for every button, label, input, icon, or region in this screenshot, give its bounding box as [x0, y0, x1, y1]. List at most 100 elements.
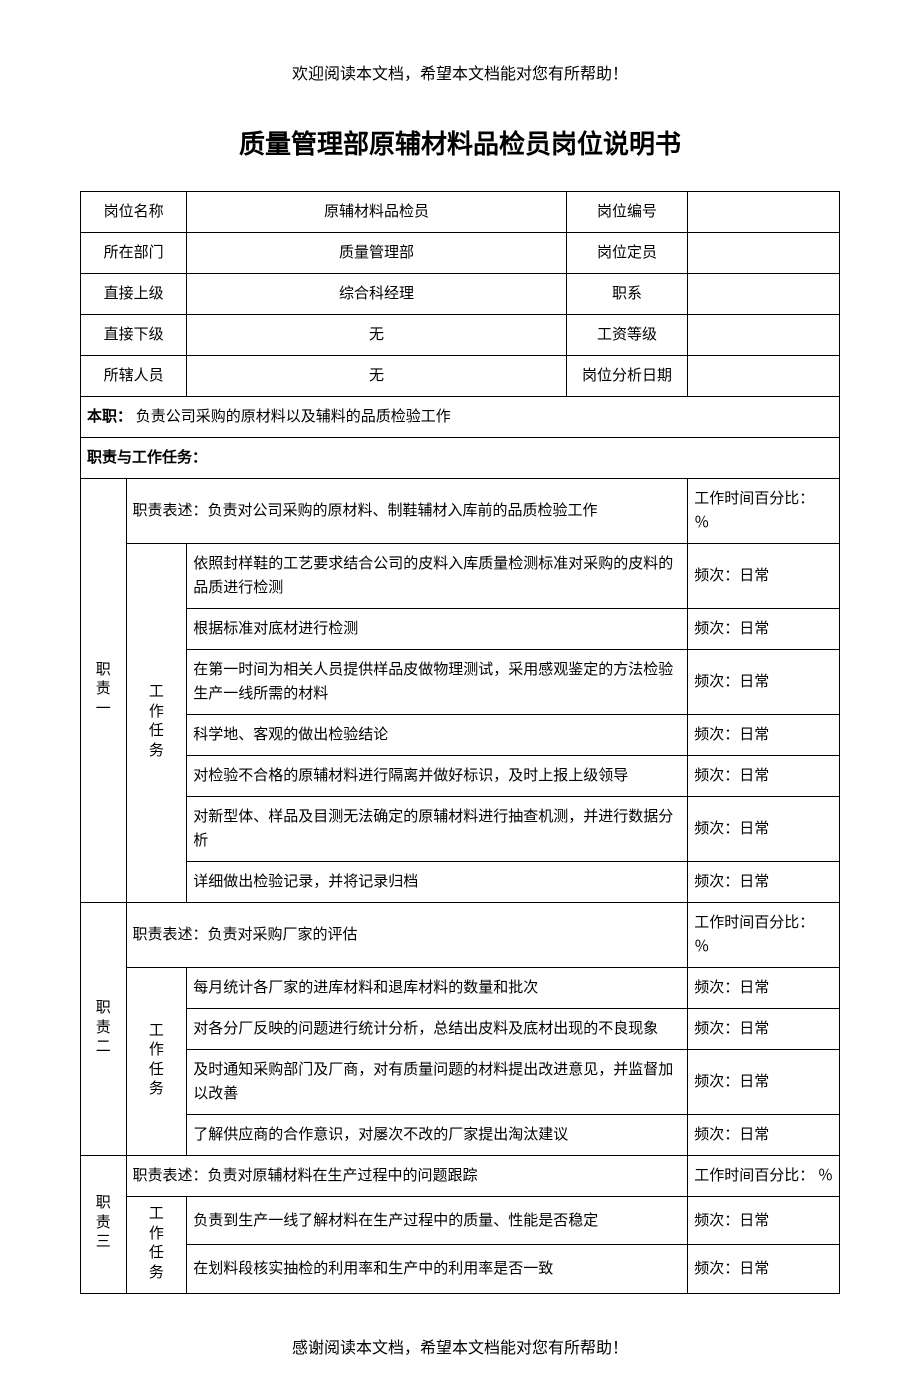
- time-pct-unit: ％: [694, 939, 709, 955]
- resp2-task-row: 工作任务 每月统计各厂家的进库材料和退库材料的数量和批次 频次：日常: [81, 968, 840, 1009]
- resp1-task-text: 科学地、客观的做出检验结论: [187, 715, 688, 756]
- header-note: 欢迎阅读本文档，希望本文档能对您有所帮助！: [80, 60, 840, 84]
- resp1-task-text: 根据标准对底材进行检测: [187, 609, 688, 650]
- resp2-task-freq: 频次：日常: [688, 968, 840, 1009]
- department-value: 质量管理部: [187, 233, 567, 274]
- resp2-task-freq: 频次：日常: [688, 1009, 840, 1050]
- resp1-task-text: 依照封样鞋的工艺要求结合公司的皮料入库质量检测标准对采购的皮料的品质进行检测: [187, 544, 688, 609]
- resp1-task-freq: 频次：日常: [688, 609, 840, 650]
- managed-staff-value: 无: [187, 356, 567, 397]
- resp1-task-row: 在第一时间为相关人员提供样品皮做物理测试，采用感观鉴定的方法检验生产一线所需的材…: [81, 650, 840, 715]
- resp3-task-text: 负责到生产一线了解材料在生产过程中的质量、性能是否稳定: [187, 1197, 688, 1245]
- resp1-task-freq: 频次：日常: [688, 544, 840, 609]
- salary-grade-label: 工资等级: [566, 315, 687, 356]
- department-label: 所在部门: [81, 233, 187, 274]
- resp2-timepct: 工作时间百分比： ％: [688, 903, 840, 968]
- resp2-task-freq: 频次：日常: [688, 1050, 840, 1115]
- resp1-task-row: 根据标准对底材进行检测 频次：日常: [81, 609, 840, 650]
- headcount-label: 岗位定员: [566, 233, 687, 274]
- managed-staff-label: 所辖人员: [81, 356, 187, 397]
- responsibilities-header: 职责与工作任务：: [81, 438, 840, 479]
- superior-value: 综合科经理: [187, 274, 567, 315]
- time-pct-label: 工作时间百分比：: [694, 1168, 814, 1184]
- position-code-value: [688, 192, 840, 233]
- info-row-managed-staff: 所辖人员 无 岗位分析日期: [81, 356, 840, 397]
- resp2-task-freq: 频次：日常: [688, 1115, 840, 1156]
- analysis-date-label: 岗位分析日期: [566, 356, 687, 397]
- resp1-timepct: 工作时间百分比： ％: [688, 479, 840, 544]
- info-row-subordinate: 直接下级 无 工资等级: [81, 315, 840, 356]
- resp1-task-text: 详细做出检验记录，并将记录归档: [187, 862, 688, 903]
- analysis-date-value: [688, 356, 840, 397]
- subordinate-label: 直接下级: [81, 315, 187, 356]
- job-series-value: [688, 274, 840, 315]
- info-row-department: 所在部门 质量管理部 岗位定员: [81, 233, 840, 274]
- resp1-taskgroup-cell: 工作任务: [126, 544, 187, 903]
- resp3-label-cell: 职责三: [81, 1156, 127, 1294]
- time-pct-unit: ％: [818, 1168, 833, 1184]
- task-group-label: 工作任务: [149, 1022, 164, 1100]
- resp1-task-row: 对检验不合格的原辅材料进行隔离并做好标识，及时上报上级领导 频次：日常: [81, 756, 840, 797]
- salary-grade-value: [688, 315, 840, 356]
- task-group-label: 工作任务: [149, 1205, 164, 1283]
- position-name-value: 原辅材料品检员: [187, 192, 567, 233]
- resp1-task-row: 详细做出检验记录，并将记录归档 频次：日常: [81, 862, 840, 903]
- document-page: 欢迎阅读本文档，希望本文档能对您有所帮助！ 质量管理部原辅材料品检员岗位说明书 …: [0, 0, 920, 1398]
- main-duty-text: 负责公司采购的原材料以及辅料的品质检验工作: [136, 409, 451, 425]
- main-duty-cell: 本职： 负责公司采购的原材料以及辅料的品质检验工作: [81, 397, 840, 438]
- resp3-task-text: 在划料段核实抽检的利用率和生产中的利用率是否一致: [187, 1245, 688, 1293]
- time-pct-label: 工作时间百分比：: [694, 491, 814, 507]
- resp3-task-row: 在划料段核实抽检的利用率和生产中的利用率是否一致 频次：日常: [81, 1245, 840, 1293]
- job-description-table: 岗位名称 原辅材料品检员 岗位编号 所在部门 质量管理部 岗位定员 直接上级 综…: [80, 191, 840, 1294]
- position-code-label: 岗位编号: [566, 192, 687, 233]
- responsibilities-header-row: 职责与工作任务：: [81, 438, 840, 479]
- info-row-superior: 直接上级 综合科经理 职系: [81, 274, 840, 315]
- resp1-desc-row: 职责一 职责表述：负责对公司采购的原材料、制鞋辅材入库前的品质检验工作 工作时间…: [81, 479, 840, 544]
- resp3-task-row: 工作任务 负责到生产一线了解材料在生产过程中的质量、性能是否稳定 频次：日常: [81, 1197, 840, 1245]
- resp2-taskgroup-cell: 工作任务: [126, 968, 187, 1156]
- task-group-label: 工作任务: [149, 683, 164, 761]
- info-row-position-name: 岗位名称 原辅材料品检员 岗位编号: [81, 192, 840, 233]
- resp1-label: 职责一: [96, 661, 111, 720]
- resp3-timepct: 工作时间百分比： ％: [688, 1156, 840, 1197]
- resp1-task-freq: 频次：日常: [688, 715, 840, 756]
- resp3-task-freq: 频次：日常: [688, 1245, 840, 1293]
- time-pct-label: 工作时间百分比：: [694, 915, 814, 931]
- resp3-desc-row: 职责三 职责表述：负责对原辅材料在生产过程中的问题跟踪 工作时间百分比： ％: [81, 1156, 840, 1197]
- resp1-task-freq: 频次：日常: [688, 797, 840, 862]
- resp1-task-row: 工作任务 依照封样鞋的工艺要求结合公司的皮料入库质量检测标准对采购的皮料的品质进…: [81, 544, 840, 609]
- resp1-task-row: 科学地、客观的做出检验结论 频次：日常: [81, 715, 840, 756]
- resp2-label-cell: 职责二: [81, 903, 127, 1156]
- resp3-taskgroup-cell: 工作任务: [126, 1197, 187, 1294]
- job-series-label: 职系: [566, 274, 687, 315]
- resp2-task-row: 了解供应商的合作意识，对屡次不改的厂家提出淘汰建议 频次：日常: [81, 1115, 840, 1156]
- resp3-task-freq: 频次：日常: [688, 1197, 840, 1245]
- resp2-task-row: 及时通知采购部门及厂商，对有质量问题的材料提出改进意见，并监督加以改善 频次：日…: [81, 1050, 840, 1115]
- resp2-desc: 职责表述：负责对采购厂家的评估: [126, 903, 688, 968]
- resp3-desc: 职责表述：负责对原辅材料在生产过程中的问题跟踪: [126, 1156, 688, 1197]
- position-name-label: 岗位名称: [81, 192, 187, 233]
- resp2-desc-row: 职责二 职责表述：负责对采购厂家的评估 工作时间百分比： ％: [81, 903, 840, 968]
- resp3-label: 职责三: [96, 1194, 111, 1253]
- resp1-task-freq: 频次：日常: [688, 650, 840, 715]
- resp2-task-text: 每月统计各厂家的进库材料和退库材料的数量和批次: [187, 968, 688, 1009]
- subordinate-value: 无: [187, 315, 567, 356]
- resp1-desc: 职责表述：负责对公司采购的原材料、制鞋辅材入库前的品质检验工作: [126, 479, 688, 544]
- resp2-task-row: 对各分厂反映的问题进行统计分析，总结出皮料及底材出现的不良现象 频次：日常: [81, 1009, 840, 1050]
- resp1-task-freq: 频次：日常: [688, 862, 840, 903]
- main-duty-label: 本职：: [87, 409, 132, 425]
- resp2-task-text: 及时通知采购部门及厂商，对有质量问题的材料提出改进意见，并监督加以改善: [187, 1050, 688, 1115]
- headcount-value: [688, 233, 840, 274]
- resp2-task-text: 了解供应商的合作意识，对屡次不改的厂家提出淘汰建议: [187, 1115, 688, 1156]
- resp1-task-text: 对检验不合格的原辅材料进行隔离并做好标识，及时上报上级领导: [187, 756, 688, 797]
- footer-note: 感谢阅读本文档，希望本文档能对您有所帮助！: [80, 1334, 840, 1358]
- time-pct-unit: ％: [694, 515, 709, 531]
- main-duty-row: 本职： 负责公司采购的原材料以及辅料的品质检验工作: [81, 397, 840, 438]
- resp1-label-cell: 职责一: [81, 479, 127, 903]
- resp1-task-text: 在第一时间为相关人员提供样品皮做物理测试，采用感观鉴定的方法检验生产一线所需的材…: [187, 650, 688, 715]
- resp2-label: 职责二: [96, 999, 111, 1058]
- resp2-task-text: 对各分厂反映的问题进行统计分析，总结出皮料及底材出现的不良现象: [187, 1009, 688, 1050]
- document-title: 质量管理部原辅材料品检员岗位说明书: [80, 124, 840, 161]
- resp1-task-row: 对新型体、样品及目测无法确定的原辅材料进行抽查机测，并进行数据分析 频次：日常: [81, 797, 840, 862]
- resp1-task-freq: 频次：日常: [688, 756, 840, 797]
